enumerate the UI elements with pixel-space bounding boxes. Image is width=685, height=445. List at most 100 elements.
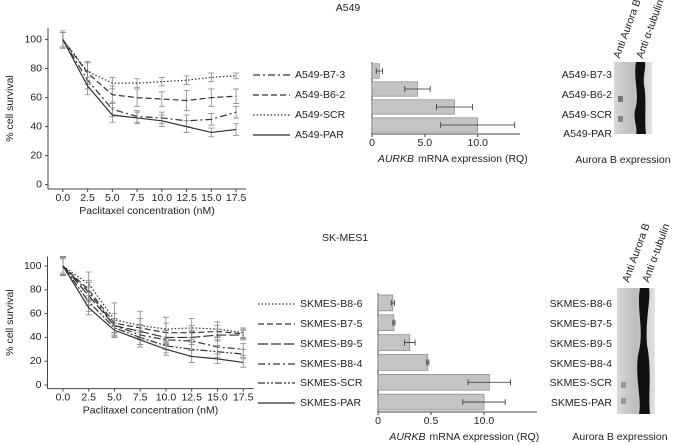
- error-bar: [59, 258, 66, 274]
- series-line: [62, 39, 237, 122]
- legend-label: SKMES-B7-5: [300, 318, 363, 330]
- legend-label: A549-B6-2: [295, 89, 345, 101]
- blot-row-label: A549-PAR: [563, 128, 612, 140]
- blot-row-label: SKMES-SCR: [550, 377, 613, 389]
- y-tick-label: 0: [36, 178, 42, 190]
- series-line: [62, 265, 244, 334]
- error-bar: [436, 104, 473, 110]
- x-tick-label: 17.5: [226, 192, 247, 204]
- x-tick-label: 2.5: [81, 391, 96, 403]
- error-bar: [59, 30, 66, 49]
- error-bar: [404, 339, 416, 346]
- error-bar: [158, 76, 165, 87]
- x-axis-label: Paclitaxel concentration (nM): [79, 205, 214, 217]
- x-axis-label: mRNA expression (RQ): [430, 431, 540, 443]
- y-tick-label: 20: [30, 355, 42, 367]
- x-tick-label: 10.0: [467, 137, 488, 149]
- series-line: [62, 265, 244, 364]
- legend-label: SKMES-B9-5: [300, 338, 363, 350]
- x-tick-label: 5.0: [105, 192, 120, 204]
- y-tick-label: 60: [30, 307, 42, 319]
- y-tick-label: 60: [30, 91, 42, 103]
- panel-title: A549: [336, 2, 361, 14]
- legend-label: A549-SCR: [295, 109, 346, 121]
- x-tick-label: 7.5: [133, 391, 148, 403]
- legend-label: A549-PAR: [295, 129, 344, 141]
- blot-caption: Aurora B expression: [575, 154, 670, 166]
- x-tick-label: 2.5: [80, 192, 95, 204]
- error-bar: [392, 319, 396, 326]
- x-tick-label: 15.0: [201, 192, 222, 204]
- legend-label: SKMES-SCR: [300, 377, 363, 389]
- error-bar: [462, 399, 506, 406]
- blot-image: [617, 288, 655, 414]
- y-tick-label: 0: [36, 379, 42, 391]
- error-bar: [233, 123, 240, 136]
- x-axis-label: mRNA expression (RQ): [418, 153, 528, 165]
- error-bar: [158, 91, 165, 107]
- x-axis-label: Paclitaxel concentration (nM): [83, 404, 218, 416]
- x-tick-label: 0.0: [56, 192, 71, 204]
- panel-title: SK-MES1: [322, 232, 368, 244]
- series-line: [62, 265, 244, 335]
- error-bar: [390, 299, 395, 306]
- x-tick-label: 5.0: [107, 391, 122, 403]
- y-tick-label: 80: [30, 284, 42, 296]
- blot-image: [614, 62, 652, 134]
- x-tick-label: 0: [369, 137, 375, 149]
- error-bar: [375, 68, 383, 74]
- error-bar: [233, 105, 240, 119]
- error-bar: [440, 122, 516, 128]
- series-line: [62, 265, 244, 339]
- blot-row-label: A549-B6-2: [562, 89, 612, 101]
- x-axis-label-gene: AURKB: [388, 431, 425, 443]
- blot-row-label: SKMES-PAR: [551, 397, 612, 409]
- x-tick-label: 12.5: [181, 391, 202, 403]
- x-tick-label: 0: [375, 415, 381, 427]
- legend-label: SKMES-PAR: [300, 397, 361, 409]
- blot-row-label: SKMES-B8-4: [550, 358, 613, 370]
- blot-row-label: A549-SCR: [562, 109, 613, 121]
- y-tick-label: 40: [30, 331, 42, 343]
- series-line: [62, 265, 244, 350]
- y-axis-label: % cell survival: [4, 289, 16, 356]
- x-tick-label: 0.0: [56, 391, 71, 403]
- bar: [377, 294, 394, 312]
- blot-row-label: SKMES-B7-5: [550, 318, 613, 330]
- y-axis-label: % cell survival: [4, 75, 16, 142]
- legend-label: SKMES-B8-6: [300, 298, 363, 310]
- legend-label: A549-B7-3: [295, 69, 345, 81]
- legend-label: SKMES-B8-4: [300, 358, 363, 370]
- series-line: [62, 39, 237, 102]
- error-bar: [233, 72, 240, 80]
- bar: [377, 314, 395, 331]
- error-bar: [467, 379, 511, 386]
- x-tick-label: 12.5: [176, 192, 197, 204]
- x-tick-label: 10.0: [474, 415, 495, 427]
- bar: [377, 354, 429, 371]
- error-bar: [183, 75, 190, 85]
- error-bar: [426, 359, 430, 366]
- error-bar: [404, 86, 431, 92]
- x-tick-label: 10.0: [152, 192, 173, 204]
- series-line: [62, 265, 244, 355]
- x-tick-label: 15.0: [207, 391, 228, 403]
- x-tick-label: 17.5: [233, 391, 254, 403]
- y-tick-label: 100: [24, 260, 42, 272]
- x-tick-label: 5.0: [418, 137, 433, 149]
- series-line: [62, 39, 237, 134]
- y-tick-label: 100: [24, 33, 42, 45]
- blot-row-label: SKMES-B9-5: [550, 338, 613, 350]
- x-tick-label: 7.5: [130, 192, 145, 204]
- x-tick-label: 10.0: [156, 391, 177, 403]
- blot-row-label: SKMES-B8-6: [550, 298, 613, 310]
- y-tick-label: 20: [30, 149, 42, 161]
- x-axis-label-gene: AURKB: [377, 153, 414, 165]
- y-tick-label: 80: [30, 62, 42, 74]
- error-bar: [208, 72, 215, 83]
- x-tick-label: 0.5: [424, 415, 439, 427]
- error-bar: [233, 88, 240, 104]
- blot-row-label: A549-B7-3: [562, 69, 612, 81]
